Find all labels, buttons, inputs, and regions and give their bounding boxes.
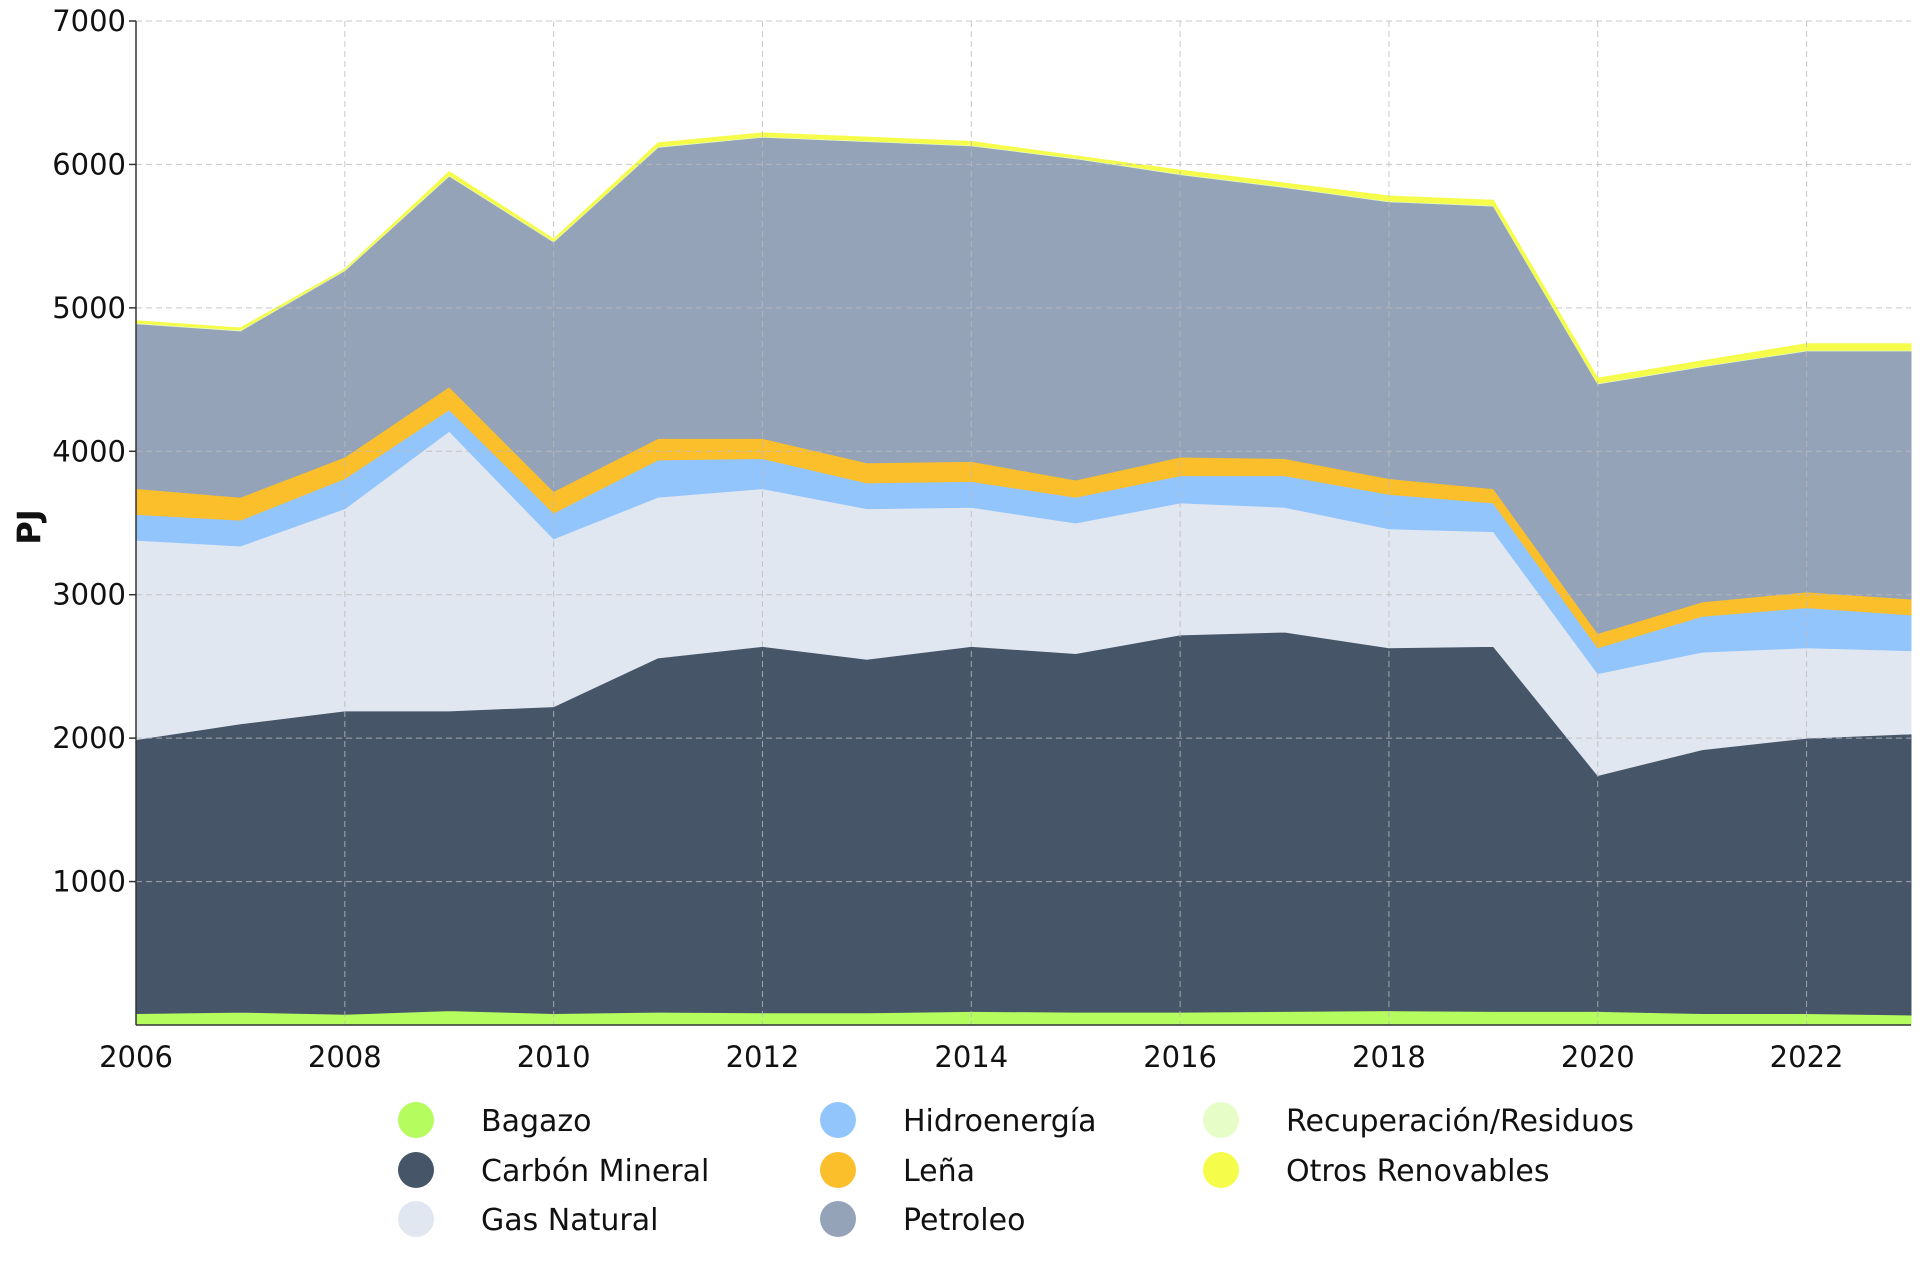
legend-marker: [398, 1102, 434, 1138]
areas-group: [135, 132, 1912, 1026]
legend-marker: [398, 1152, 434, 1188]
legend-label: Recuperación/Residuos: [1286, 1104, 1634, 1139]
legend: Bagazo Carbón Mineral Gas Natural Hidroener…: [398, 1102, 1634, 1238]
legend-label: Carbón Mineral: [481, 1154, 709, 1189]
axes: 2006 2008 2010 2012 2014 2016 2018 2020 2022 1000…: [52, 4, 1911, 1074]
y-tick-label: 3000: [52, 578, 126, 612]
y-tick-label: 5000: [52, 291, 126, 325]
y-tick-label: 1000: [52, 865, 126, 899]
y-tick-label: 4000: [52, 434, 126, 468]
x-tick-label: 2014: [934, 1040, 1008, 1074]
x-tick-label: 2008: [308, 1040, 382, 1074]
y-tick-label: 2000: [52, 721, 126, 755]
legend-label: Leña: [903, 1154, 975, 1189]
legend-label: Gas Natural: [481, 1203, 658, 1238]
legend-marker: [820, 1102, 856, 1138]
x-tick-label: 2010: [517, 1040, 591, 1074]
legend-marker: [1203, 1152, 1239, 1188]
legend-label: Bagazo: [481, 1104, 592, 1139]
x-tick-label: 2016: [1143, 1040, 1217, 1074]
legend-label: Hidroenergía: [903, 1104, 1096, 1139]
legend-label: Otros Renovables: [1286, 1154, 1550, 1189]
x-tick-label: 2006: [99, 1040, 173, 1074]
y-tick-label: 6000: [52, 147, 126, 181]
x-tick-label: 2012: [726, 1040, 800, 1074]
legend-marker: [398, 1201, 434, 1237]
legend-marker: [1203, 1102, 1239, 1138]
y-axis-label: PJ: [10, 509, 48, 544]
x-tick-label: 2020: [1561, 1040, 1635, 1074]
x-tick-label: 2022: [1770, 1040, 1844, 1074]
y-tick-label: 7000: [52, 4, 126, 38]
legend-label: Petroleo: [903, 1203, 1025, 1238]
x-tick-label: 2018: [1352, 1040, 1426, 1074]
legend-marker: [820, 1152, 856, 1188]
legend-marker: [820, 1201, 856, 1237]
